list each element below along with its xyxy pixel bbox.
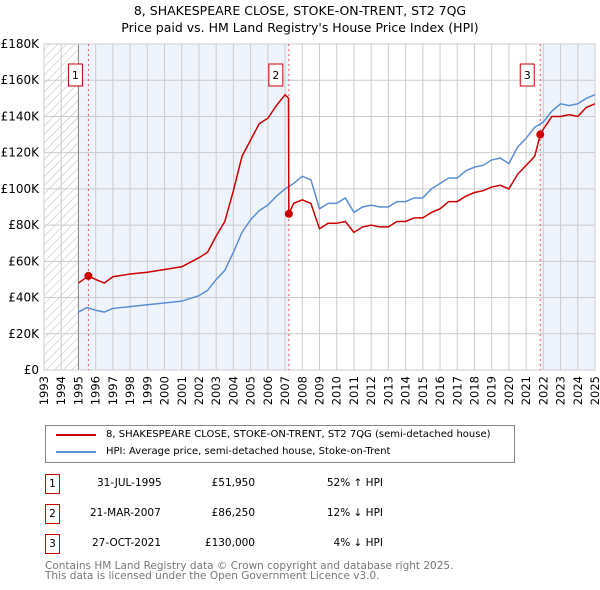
chart-title: 8, SHAKESPEARE CLOSE, STOKE-ON-TRENT, ST… xyxy=(133,3,467,18)
x-tick-label: 1994 xyxy=(54,376,68,405)
y-tick-label: £140K xyxy=(1,109,41,123)
sale-date: 21-MAR-2007 xyxy=(90,507,161,519)
x-tick-label: 2020 xyxy=(502,376,516,405)
x-tick-label: 2013 xyxy=(381,376,395,405)
sale-point xyxy=(284,209,293,218)
plot-area: 1993 1994 1995 1996 1997 1998 1999 2000 2001 2002… xyxy=(1,37,600,405)
shaded-ownership-1 xyxy=(78,44,289,370)
legend-item-property: 8, SHAKESPEARE CLOSE, STOKE-ON-TRENT, ST… xyxy=(56,429,491,440)
sale-price: £130,000 xyxy=(204,537,255,549)
sale-hpi-diff: 4% ↓ HPI xyxy=(333,537,383,549)
x-tick-label: 2009 xyxy=(313,376,327,405)
x-tick-label: 2010 xyxy=(330,376,344,405)
x-tick-label: 2019 xyxy=(485,376,499,405)
y-tick-label: £80K xyxy=(8,218,40,232)
legend-swatch-blue xyxy=(56,450,96,453)
x-tick-label: 2018 xyxy=(467,376,481,405)
x-tick-label: 2008 xyxy=(295,376,309,405)
sale-price: £51,950 xyxy=(211,477,255,489)
y-tick-label: £40K xyxy=(8,291,40,305)
sale-date: 31-JUL-1995 xyxy=(97,477,162,489)
sale-hpi-diff: 52% ↑ HPI xyxy=(326,477,383,489)
legend-label: HPI: Average price, semi-detached house,… xyxy=(106,446,391,457)
sale-row: 2 21-MAR-2007 £86,250 12% ↓ HPI xyxy=(45,504,445,524)
x-tick-label: 2000 xyxy=(158,376,172,405)
x-tick-label: 2001 xyxy=(175,376,189,405)
x-tick-label: 1999 xyxy=(140,376,154,405)
x-tick-label: 2016 xyxy=(433,376,447,405)
x-tick-label: 2017 xyxy=(450,376,464,405)
footer-line2: This data is licensed under the Open Gov… xyxy=(45,570,380,582)
sale-label-box xyxy=(67,63,83,87)
sale-label-box xyxy=(519,63,535,87)
x-tick-label: 2006 xyxy=(261,376,275,405)
sale-label-box xyxy=(268,63,284,87)
sale-date: 27-OCT-2021 xyxy=(92,537,161,549)
sale-row: 3 27-OCT-2021 £130,000 4% ↓ HPI xyxy=(45,534,445,554)
y-tick-label: £100K xyxy=(1,182,41,196)
sale-label-number: 1 xyxy=(72,69,79,82)
sale-number: 3 xyxy=(45,534,60,554)
sale-number: 1 xyxy=(45,474,60,494)
chart-subtitle: Price paid vs. HM Land Registry's House … xyxy=(121,20,479,35)
y-tick-label: £180K xyxy=(1,37,41,51)
sale-hpi-diff: 12% ↓ HPI xyxy=(326,507,383,519)
x-tick-label: 2007 xyxy=(278,376,292,405)
sale-point xyxy=(84,271,93,280)
price-paid-line xyxy=(78,93,596,284)
footer-line1: Contains HM Land Registry data © Crown c… xyxy=(45,560,454,572)
x-tick-label: 2012 xyxy=(364,376,378,405)
x-tick-label: 2014 xyxy=(399,376,413,405)
x-tick-label: 2021 xyxy=(519,376,533,405)
sale-row: 1 31-JUL-1995 £51,950 52% ↑ HPI xyxy=(45,474,445,494)
y-tick-label: £0 xyxy=(24,363,39,377)
footer: Contains HM Land Registry data © Crown c… xyxy=(45,560,454,582)
legend-swatch-red xyxy=(56,433,96,436)
y-tick-label: £120K xyxy=(1,146,41,160)
legend: 8, SHAKESPEARE CLOSE, STOKE-ON-TRENT, ST… xyxy=(45,425,515,463)
x-tick-label: 1996 xyxy=(89,376,103,405)
plot-border xyxy=(43,43,596,371)
x-tick-label: 2004 xyxy=(226,376,240,405)
y-tick-label: £160K xyxy=(1,73,41,87)
sale-label-number: 3 xyxy=(524,69,531,82)
sale-label-number: 2 xyxy=(272,69,279,82)
x-tick-label: 2005 xyxy=(244,376,258,405)
sale-point xyxy=(536,130,545,139)
legend-label: 8, SHAKESPEARE CLOSE, STOKE-ON-TRENT, ST… xyxy=(106,429,491,440)
x-tick-label: 2003 xyxy=(209,376,223,405)
y-tick-label: £20K xyxy=(8,327,40,341)
sale-number: 2 xyxy=(45,504,60,524)
x-tick-label: 2011 xyxy=(347,376,361,405)
x-tick-label: 1998 xyxy=(123,376,137,405)
y-tick-label: £60K xyxy=(8,254,40,268)
x-tick-label: 1993 xyxy=(37,376,51,405)
shaded-ownership-3 xyxy=(540,44,595,370)
legend-item-hpi: HPI: Average price, semi-detached house,… xyxy=(56,446,390,457)
x-tick-label: 2023 xyxy=(554,376,568,405)
x-tick-label: 1995 xyxy=(71,376,85,405)
x-tick-label: 2002 xyxy=(192,376,206,405)
sale-price: £86,250 xyxy=(211,507,255,519)
x-tick-label: 2015 xyxy=(416,376,430,405)
x-tick-label: 1997 xyxy=(106,376,120,405)
hpi-line xyxy=(78,94,596,313)
x-tick-label: 2024 xyxy=(571,376,585,405)
x-tick-label: 2025 xyxy=(588,376,600,405)
x-tick-label: 2022 xyxy=(536,376,550,405)
